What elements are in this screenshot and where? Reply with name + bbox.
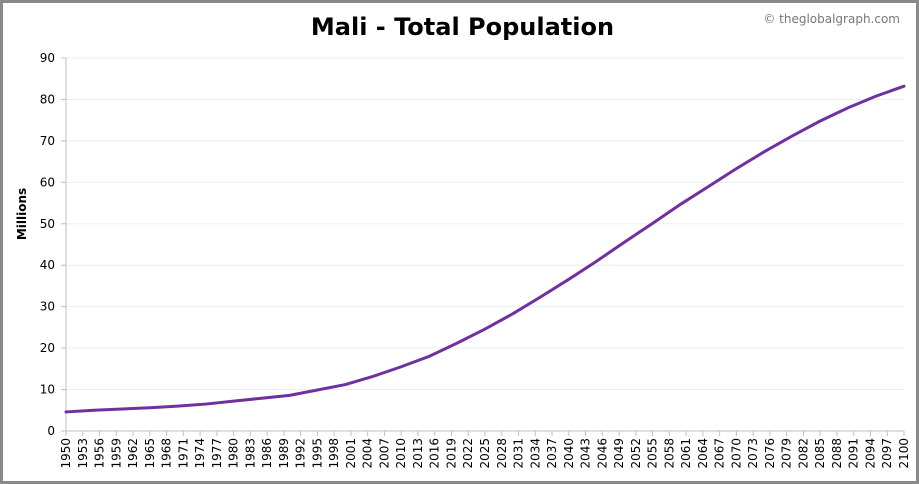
x-tick-label-1950: 1950 (59, 438, 73, 469)
x-tick-label-1965: 1965 (143, 438, 157, 469)
x-tick-label-1953: 1953 (76, 438, 90, 469)
x-tick-label-2058: 2058 (662, 438, 676, 469)
x-tick-label-2022: 2022 (461, 438, 475, 469)
x-tick-label-2046: 2046 (595, 438, 609, 469)
x-tick-label-2019: 2019 (444, 438, 458, 469)
x-tick-label-2001: 2001 (344, 438, 358, 469)
x-tick-labels: 1950 1953 1956 1959 1962 1965 1968 1971 1974 1977… (59, 438, 911, 469)
x-tick-label-2043: 2043 (579, 438, 593, 469)
x-tick-label-2049: 2049 (612, 438, 626, 469)
x-tick-label-1998: 1998 (327, 438, 341, 469)
x-tick-label-2067: 2067 (713, 438, 727, 469)
x-tick-label-1992: 1992 (294, 438, 308, 469)
plot-series (64, 84, 906, 414)
y-tick-labels: 0 10 20 30 40 50 60 70 80 90 (40, 51, 55, 438)
y-tick-label-80: 80 (40, 92, 55, 106)
x-tick-label-2097: 2097 (880, 438, 894, 469)
x-tick-label-2070: 2070 (729, 438, 743, 469)
x-tick-label-2055: 2055 (646, 438, 660, 469)
y-tick-label-10: 10 (40, 383, 55, 397)
y-tick-label-90: 90 (40, 51, 55, 65)
x-tick-label-1962: 1962 (126, 438, 140, 469)
x-tick-label-1974: 1974 (193, 438, 207, 469)
x-tick-label-1956: 1956 (93, 438, 107, 469)
x-tick-label-2028: 2028 (495, 438, 509, 469)
chart-title: Mali - Total Population (310, 13, 615, 41)
x-tick-label-2031: 2031 (512, 438, 526, 469)
y-tick-label-30: 30 (40, 300, 55, 314)
y-tick-label-40: 40 (40, 258, 55, 272)
x-tick-label-2076: 2076 (763, 438, 777, 469)
y-axis-label: Millions (15, 188, 29, 240)
x-tick-label-1989: 1989 (277, 438, 291, 469)
x-tick-label-1959: 1959 (109, 438, 123, 469)
x-tick-label-2079: 2079 (780, 438, 794, 469)
y-tick-label-0: 0 (47, 424, 55, 438)
x-tick-label-2091: 2091 (847, 438, 861, 469)
x-tick-label-2052: 2052 (629, 438, 643, 469)
y-tick-label-50: 50 (40, 217, 55, 231)
x-tick-label-1968: 1968 (160, 438, 174, 469)
axes (61, 57, 905, 436)
x-tick-label-2085: 2085 (813, 438, 827, 469)
y-tick-label-70: 70 (40, 134, 55, 148)
x-tick-label-2034: 2034 (528, 438, 542, 469)
x-tick-label-2016: 2016 (428, 438, 442, 469)
x-tick-label-1980: 1980 (227, 438, 241, 469)
x-tick-label-2010: 2010 (394, 438, 408, 469)
x-tick-label-2082: 2082 (796, 438, 810, 469)
x-tick-label-2073: 2073 (746, 438, 760, 469)
y-tick-label-20: 20 (40, 341, 55, 355)
x-tick-label-2037: 2037 (545, 438, 559, 469)
series-line-0 (64, 84, 906, 414)
x-tick-label-1971: 1971 (176, 438, 190, 469)
x-tick-label-2007: 2007 (377, 438, 391, 469)
x-tick-label-2004: 2004 (361, 438, 375, 469)
x-tick-label-1986: 1986 (260, 438, 274, 469)
x-tick-label-2100: 2100 (897, 438, 911, 469)
x-tick-label-2094: 2094 (863, 438, 877, 469)
x-tick-label-2061: 2061 (679, 438, 693, 469)
x-tick-label-2040: 2040 (562, 438, 576, 469)
y-tick-label-60: 60 (40, 175, 55, 189)
x-tick-label-2025: 2025 (478, 438, 492, 469)
x-tick-label-2013: 2013 (411, 438, 425, 469)
x-tick-label-2088: 2088 (830, 438, 844, 469)
grid-lines (66, 57, 904, 391)
x-tick-label-1977: 1977 (210, 438, 224, 469)
x-tick-label-2064: 2064 (696, 438, 710, 469)
credit-text[interactable]: © theglobalgraph.com (763, 12, 900, 26)
x-tick-label-1983: 1983 (243, 438, 257, 469)
x-tick-label-1995: 1995 (310, 438, 324, 469)
